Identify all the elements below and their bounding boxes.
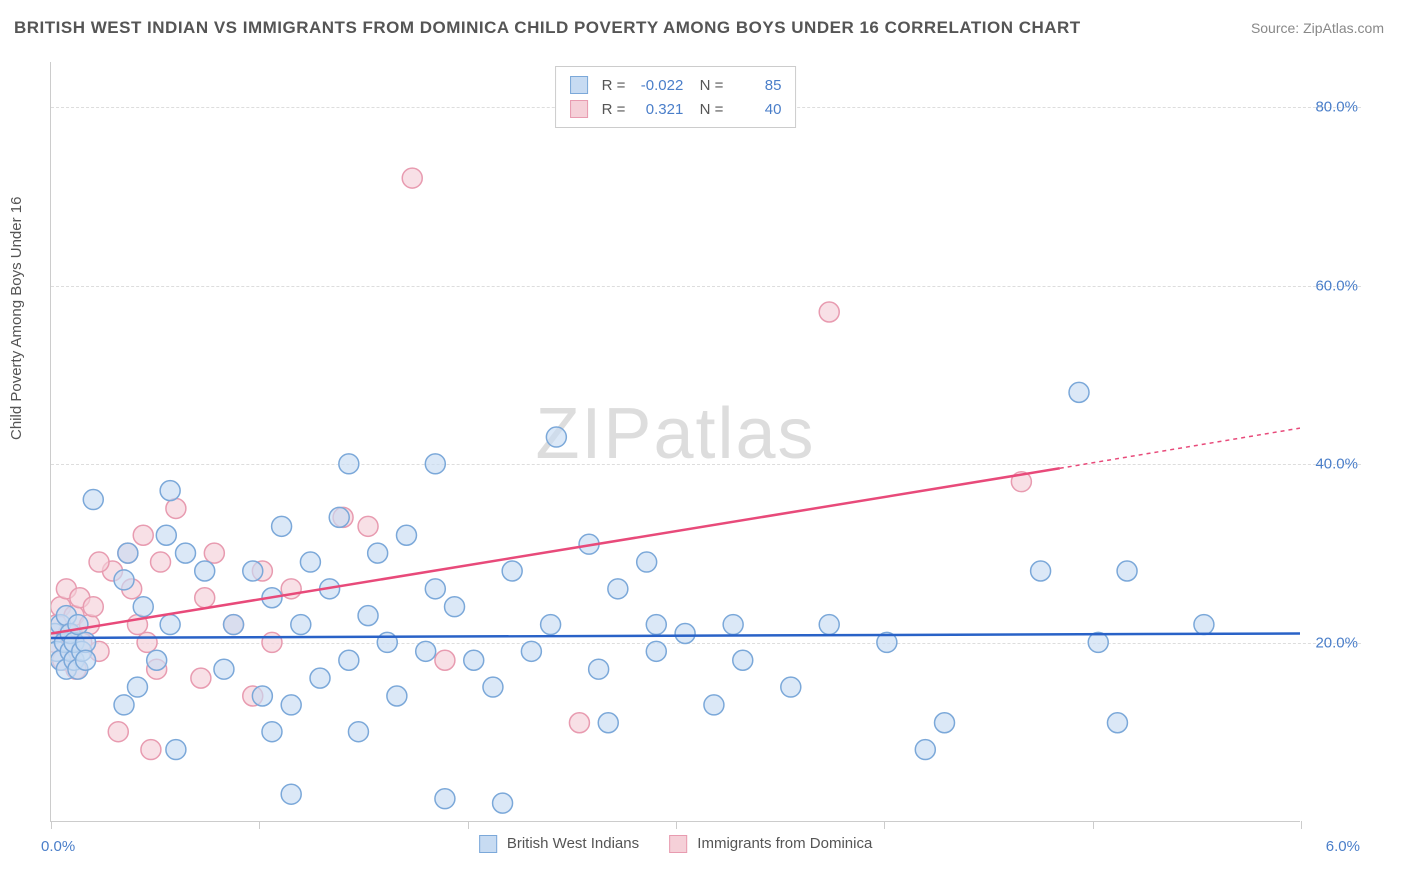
swatch-icon: [479, 835, 497, 853]
x-tick: [884, 821, 885, 829]
source-attribution: Source: ZipAtlas.com: [1251, 20, 1384, 36]
correlation-stats-box: R =-0.022 N =85 R =0.321 N =40: [555, 66, 797, 128]
x-tick: [468, 821, 469, 829]
scatter-svg: [51, 62, 1300, 821]
x-tick: [51, 821, 52, 829]
x-tick: [259, 821, 260, 829]
y-tick-label: 80.0%: [1315, 98, 1358, 115]
swatch-icon: [669, 835, 687, 853]
y-tick-label: 60.0%: [1315, 277, 1358, 294]
chart-title: BRITISH WEST INDIAN VS IMMIGRANTS FROM D…: [14, 18, 1081, 38]
legend-item: British West Indians: [479, 835, 639, 853]
chart-plot-area: ZIPatlas R =-0.022 N =85 R =0.321 N =40 …: [50, 62, 1300, 822]
legend-item: Immigrants from Dominica: [669, 835, 872, 853]
swatch-icon: [570, 76, 588, 94]
x-tick: [1301, 821, 1302, 829]
stats-row: R =-0.022 N =85: [570, 73, 782, 97]
y-axis-label: Child Poverty Among Boys Under 16: [8, 197, 25, 440]
y-tick-label: 20.0%: [1315, 635, 1358, 652]
y-tick-label: 40.0%: [1315, 456, 1358, 473]
legend: British West Indians Immigrants from Dom…: [479, 835, 873, 853]
stats-row: R =0.321 N =40: [570, 97, 782, 121]
x-tick: [1093, 821, 1094, 829]
x-axis-end-label: 6.0%: [1326, 838, 1360, 855]
x-tick: [676, 821, 677, 829]
swatch-icon: [570, 100, 588, 118]
x-axis-start-label: 0.0%: [41, 838, 75, 855]
